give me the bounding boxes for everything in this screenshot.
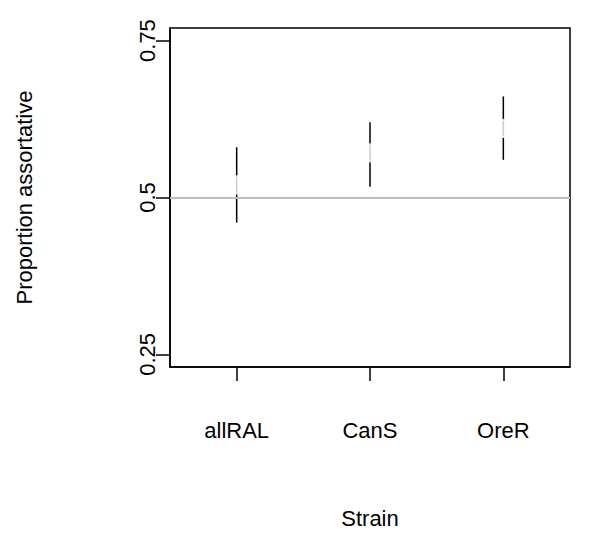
- svg-text:0.5: 0.5: [135, 182, 160, 213]
- svg-text:allRAL: allRAL: [204, 418, 269, 443]
- svg-text:0.75: 0.75: [135, 19, 160, 62]
- svg-text:CanS: CanS: [342, 418, 397, 443]
- svg-text:0.25: 0.25: [135, 333, 160, 376]
- svg-text:OreR: OreR: [477, 418, 530, 443]
- svg-text:Proportion assortative: Proportion assortative: [12, 91, 37, 305]
- svg-text:Strain: Strain: [341, 506, 398, 531]
